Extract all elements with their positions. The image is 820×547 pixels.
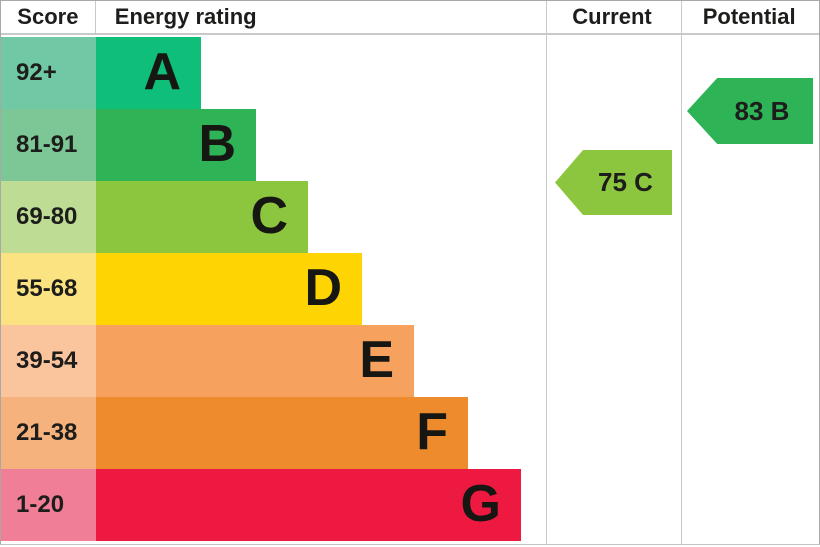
score-range-g: 1-20 xyxy=(1,469,96,541)
current-rating-arrow: 75 C xyxy=(555,150,672,215)
band-row-b: 81-91 B xyxy=(1,109,546,181)
band-bar-e: E xyxy=(96,325,414,397)
potential-column: 83 B xyxy=(681,1,819,544)
potential-rating-arrow: 83 B xyxy=(687,78,813,144)
chart-header: Score Energy rating Current Potential xyxy=(1,1,819,35)
band-row-d: 55-68 D xyxy=(1,253,546,325)
band-row-f: 21-38 F xyxy=(1,397,546,469)
band-bar-c: C xyxy=(96,181,308,253)
current-column: 75 C xyxy=(546,1,681,544)
band-bar-b: B xyxy=(96,109,256,181)
score-range-c: 69-80 xyxy=(1,181,96,253)
header-potential: Potential xyxy=(702,4,796,29)
band-bar-a: A xyxy=(96,37,201,109)
band-row-g: 1-20 G xyxy=(1,469,546,541)
score-range-d: 55-68 xyxy=(1,253,96,325)
score-range-e: 39-54 xyxy=(1,325,96,397)
band-bar-g: G xyxy=(96,469,521,541)
header-current: Current xyxy=(572,4,652,29)
band-bar-f: F xyxy=(96,397,468,469)
band-rows: 92+ A 81-91 B 69-80 C 55-68 D 39-54 E 21… xyxy=(1,37,546,541)
header-score: Score xyxy=(1,1,96,33)
score-range-b: 81-91 xyxy=(1,109,96,181)
band-row-e: 39-54 E xyxy=(1,325,546,397)
score-range-f: 21-38 xyxy=(1,397,96,469)
band-row-a: 92+ A xyxy=(1,37,546,109)
band-row-c: 69-80 C xyxy=(1,181,546,253)
score-range-a: 92+ xyxy=(1,37,96,109)
band-bar-d: D xyxy=(96,253,362,325)
header-energy-rating: Energy rating xyxy=(114,4,257,29)
